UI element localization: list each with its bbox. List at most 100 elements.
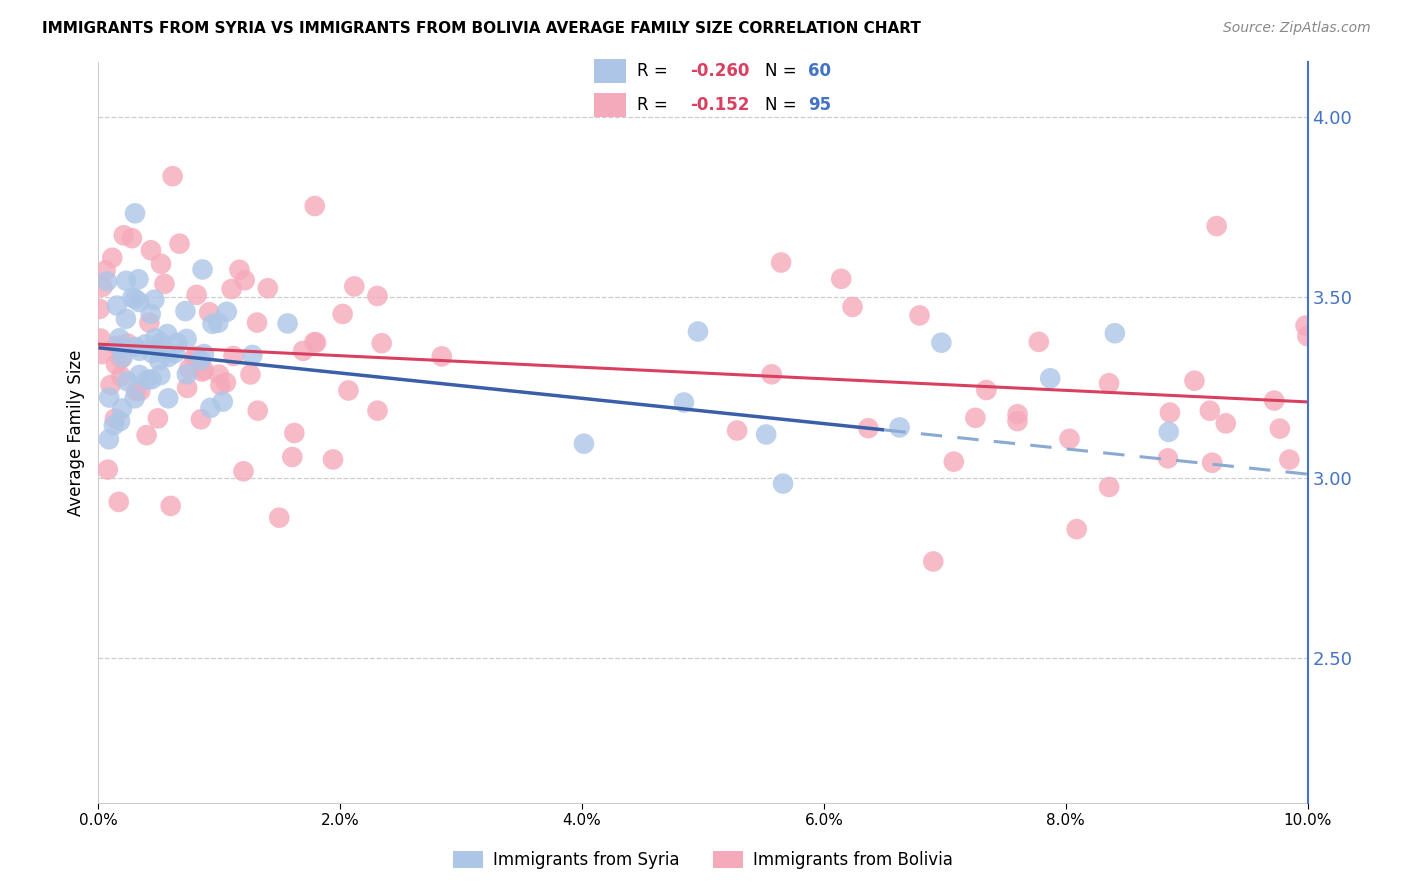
- Point: [1098, 480, 1121, 494]
- Point: [257, 281, 280, 295]
- Point: [111, 350, 134, 364]
- Text: R =: R =: [637, 96, 678, 114]
- Point: [215, 376, 238, 390]
- Point: [146, 411, 169, 425]
- Point: [277, 317, 299, 331]
- Point: [305, 335, 328, 350]
- Point: [153, 277, 176, 291]
- Point: [162, 169, 184, 184]
- Point: [108, 331, 131, 345]
- Point: [221, 282, 243, 296]
- Point: [207, 316, 229, 330]
- Point: [366, 403, 388, 417]
- Point: [1059, 432, 1081, 446]
- Point: [128, 295, 150, 310]
- Point: [104, 411, 127, 425]
- Point: [858, 421, 880, 435]
- Point: [830, 272, 852, 286]
- Point: [304, 335, 326, 350]
- Point: [143, 331, 166, 345]
- Bar: [595, 59, 626, 83]
- Point: [239, 368, 262, 382]
- Point: [337, 384, 360, 398]
- Point: [117, 336, 139, 351]
- Point: [1184, 374, 1206, 388]
- Point: [198, 305, 221, 319]
- Point: [139, 244, 162, 258]
- Point: [100, 378, 122, 392]
- Point: [89, 331, 111, 345]
- Point: [110, 341, 132, 355]
- Point: [1198, 403, 1220, 417]
- Point: [135, 428, 157, 442]
- Bar: [595, 94, 626, 118]
- Point: [430, 350, 453, 364]
- Point: [159, 499, 181, 513]
- Point: [1268, 422, 1291, 436]
- Point: [89, 301, 111, 316]
- Point: [332, 307, 354, 321]
- Point: [942, 455, 965, 469]
- Point: [97, 432, 120, 446]
- Point: [157, 392, 180, 406]
- Point: [1104, 326, 1126, 341]
- Point: [108, 414, 131, 428]
- Point: [97, 462, 120, 476]
- Point: [371, 336, 394, 351]
- Point: [246, 403, 269, 417]
- Point: [922, 554, 945, 568]
- Point: [322, 452, 344, 467]
- Point: [283, 425, 305, 440]
- Point: [149, 335, 172, 350]
- Point: [176, 368, 198, 382]
- Point: [572, 436, 595, 450]
- Text: Source: ZipAtlas.com: Source: ZipAtlas.com: [1223, 21, 1371, 35]
- Point: [124, 340, 146, 354]
- Point: [1007, 407, 1029, 421]
- Point: [686, 325, 709, 339]
- Point: [222, 349, 245, 363]
- Point: [179, 361, 201, 376]
- Point: [304, 199, 326, 213]
- Point: [1263, 393, 1285, 408]
- Point: [770, 255, 793, 269]
- Point: [1295, 318, 1317, 333]
- Point: [128, 343, 150, 358]
- Point: [103, 418, 125, 433]
- Point: [156, 327, 179, 342]
- Point: [169, 236, 191, 251]
- Text: 60: 60: [808, 62, 831, 79]
- Point: [124, 392, 146, 406]
- Point: [1201, 456, 1223, 470]
- Y-axis label: Average Family Size: Average Family Size: [66, 350, 84, 516]
- Point: [166, 336, 188, 351]
- Point: [211, 394, 233, 409]
- Point: [148, 353, 170, 368]
- Point: [1157, 425, 1180, 439]
- Point: [163, 346, 186, 360]
- Text: N =: N =: [765, 62, 801, 79]
- Point: [112, 228, 135, 243]
- Point: [141, 372, 163, 386]
- Point: [1159, 406, 1181, 420]
- Point: [215, 305, 238, 319]
- Point: [1157, 451, 1180, 466]
- Point: [1296, 329, 1319, 343]
- Point: [91, 280, 114, 294]
- Point: [94, 263, 117, 277]
- Point: [101, 251, 124, 265]
- Point: [110, 369, 132, 384]
- Point: [281, 450, 304, 464]
- Point: [233, 273, 256, 287]
- Point: [124, 206, 146, 220]
- Point: [246, 316, 269, 330]
- Point: [134, 337, 156, 351]
- Point: [292, 343, 315, 358]
- Point: [193, 347, 215, 361]
- Point: [136, 373, 159, 387]
- Point: [174, 304, 197, 318]
- Point: [111, 401, 134, 416]
- Point: [931, 335, 953, 350]
- Point: [121, 291, 143, 305]
- Point: [976, 383, 998, 397]
